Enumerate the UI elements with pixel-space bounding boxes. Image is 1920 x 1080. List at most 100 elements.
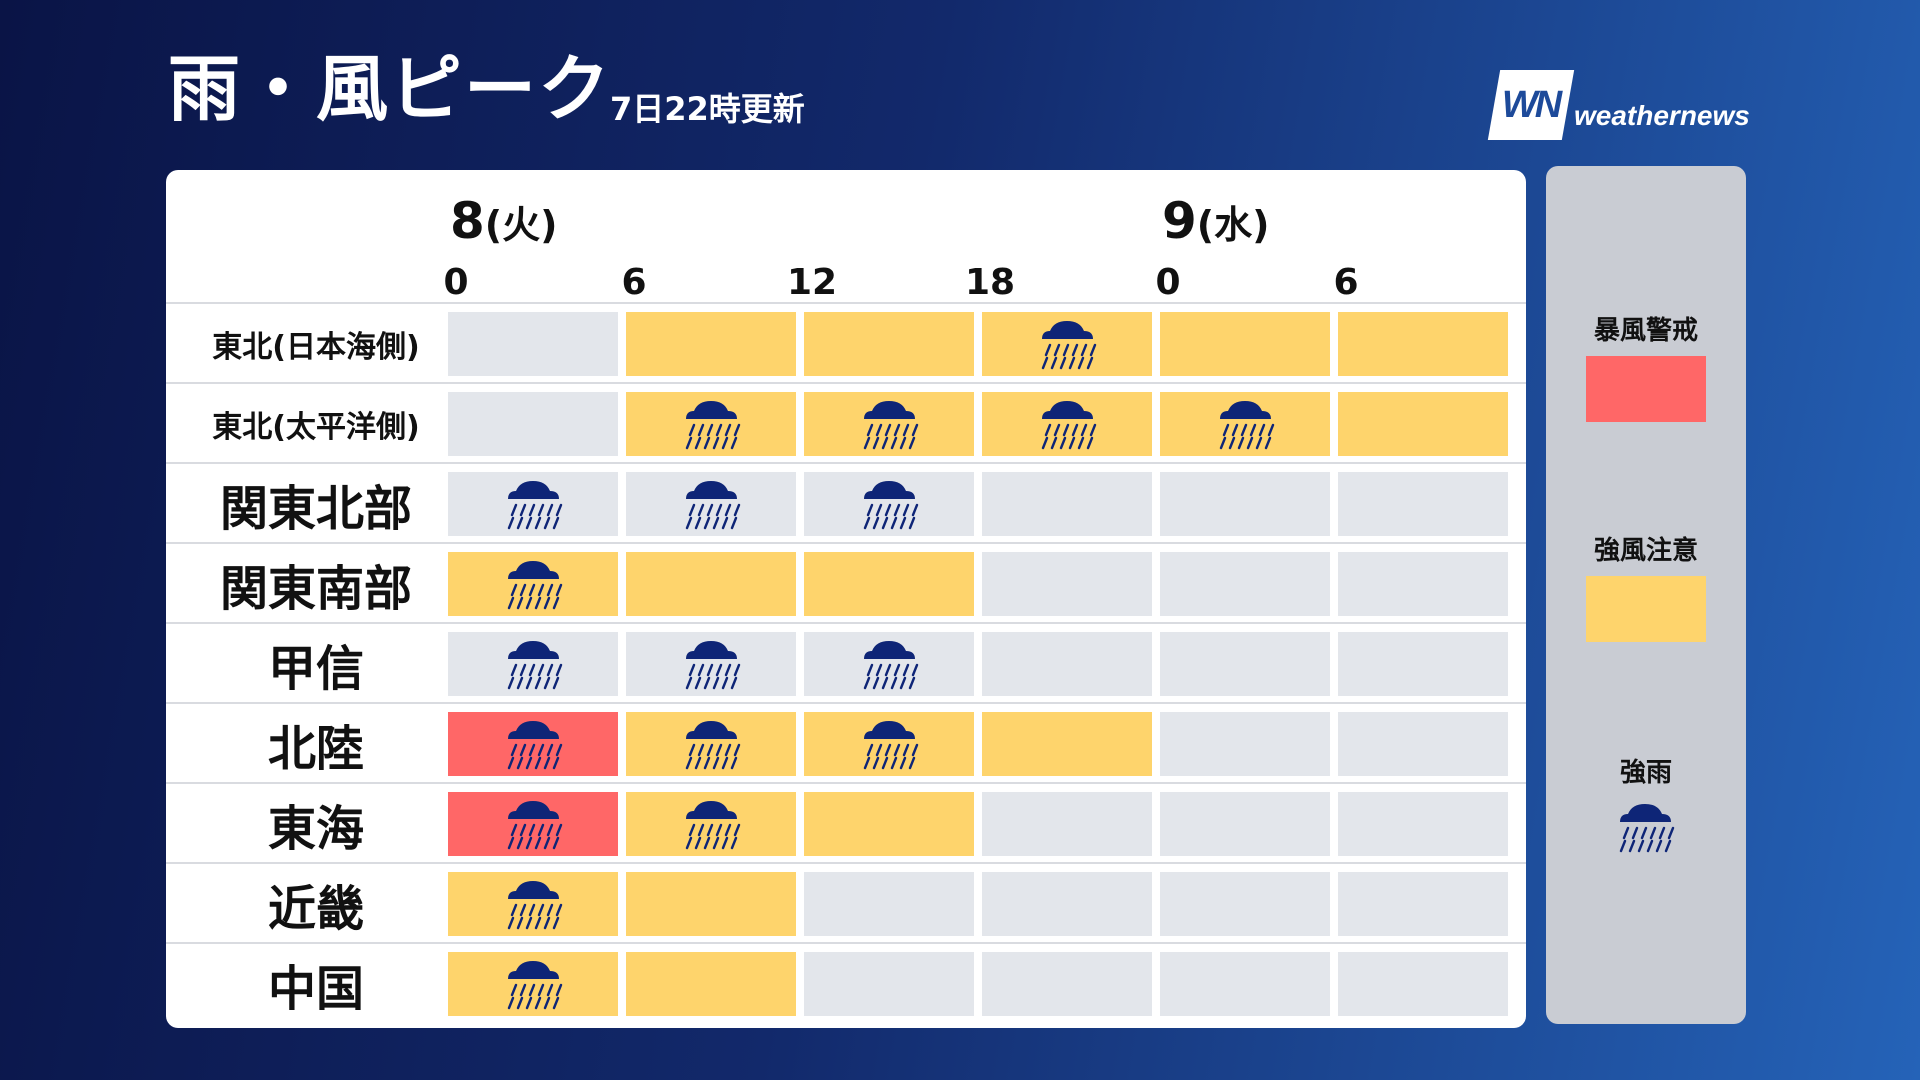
region-row: 東海: [166, 784, 1526, 864]
forecast-cell-none: [1338, 472, 1508, 536]
region-row: 甲信: [166, 624, 1526, 704]
day-1-weekday: (火): [484, 203, 558, 247]
hour-label: 0: [1155, 262, 1181, 303]
heavy-rain-icon: [863, 721, 919, 770]
forecast-cell-none: [804, 872, 974, 936]
forecast-cell-none: [1160, 712, 1330, 776]
forecast-cell-caution: [982, 312, 1152, 376]
forecast-cell-none: [1338, 872, 1508, 936]
legend-panel: 暴風警戒 強風注意 強雨: [1546, 166, 1746, 1024]
heavy-rain-icon: [507, 721, 563, 770]
forecast-cell-caution: [1160, 392, 1330, 456]
region-label: 東北(太平洋側): [212, 410, 420, 445]
heavy-rain-icon: [863, 401, 919, 450]
heavy-rain-icon: [685, 641, 741, 690]
forecast-cell-caution: [626, 792, 796, 856]
row-divider: [166, 622, 1526, 624]
legend-caution-label: 強風注意: [1593, 536, 1698, 566]
forecast-cell-none: [982, 552, 1152, 616]
heavy-rain-icon: [685, 801, 741, 850]
forecast-cell-none: [1160, 632, 1330, 696]
forecast-cell-none: [448, 392, 618, 456]
legend-warning-label: 暴風警戒: [1593, 316, 1698, 346]
forecast-cell-caution: [982, 712, 1152, 776]
region-label: 関東北部: [219, 481, 412, 537]
forecast-cell-caution: [804, 312, 974, 376]
hour-label: 6: [621, 262, 647, 303]
legend-warning-swatch: [1586, 356, 1706, 422]
region-label: 中国: [267, 961, 364, 1017]
weathernews-logo: WN weathernews: [1487, 70, 1750, 146]
forecast-cell-caution: [804, 712, 974, 776]
forecast-cell-caution: [982, 392, 1152, 456]
row-divider: [166, 862, 1526, 864]
heavy-rain-icon: [507, 641, 563, 690]
day-1-number: 8: [450, 192, 485, 250]
forecast-cell-caution: [1338, 312, 1508, 376]
forecast-cell-caution: [626, 392, 796, 456]
region-row: 近畿: [166, 864, 1526, 944]
heavy-rain-icon: [1041, 321, 1097, 370]
heavy-rain-icon: [507, 961, 563, 1010]
day-1-label: 8(火): [450, 192, 558, 250]
day-2-label: 9(水): [1162, 192, 1270, 250]
forecast-cell-none: [1338, 792, 1508, 856]
heavy-rain-icon: [507, 881, 563, 930]
forecast-cell-caution: [804, 792, 974, 856]
row-divider: [166, 542, 1526, 544]
region-label: 北陸: [267, 721, 364, 777]
region-label: 近畿: [267, 881, 364, 937]
forecast-cell-caution: [1160, 312, 1330, 376]
hour-label: 0: [443, 262, 469, 303]
legend-caution-swatch: [1586, 576, 1706, 642]
hour-label: 6: [1333, 262, 1359, 303]
forecast-cell-none: [626, 472, 796, 536]
forecast-cell-caution: [626, 312, 796, 376]
heavy-rain-icon: [1219, 401, 1275, 450]
heavy-rain-icon: [1041, 401, 1097, 450]
forecast-cell-warning: [448, 792, 618, 856]
forecast-cell-none: [982, 472, 1152, 536]
day-2-weekday: (水): [1196, 203, 1270, 247]
forecast-cell-none: [804, 472, 974, 536]
region-row: 関東北部: [166, 464, 1526, 544]
row-divider: [166, 782, 1526, 784]
forecast-cell-none: [448, 472, 618, 536]
region-label: 関東南部: [219, 561, 412, 617]
forecast-cell-caution: [626, 872, 796, 936]
row-divider: [166, 702, 1526, 704]
forecast-cell-caution: [448, 872, 618, 936]
heavy-rain-icon: [507, 561, 563, 610]
logo-mark-text: WN: [1502, 83, 1560, 126]
region-row: 東北(日本海側): [166, 304, 1526, 384]
forecast-panel: 8(火) 9(水) 0 6 12 18 0 6 東北(日本海側) 東北(太平洋側) 関東北部関…: [166, 170, 1526, 1028]
logo-mark: WN: [1487, 70, 1575, 140]
region-row: 中国: [166, 944, 1526, 1024]
forecast-cell-caution: [804, 552, 974, 616]
forecast-cell-none: [1160, 872, 1330, 936]
forecast-cell-none: [982, 632, 1152, 696]
hour-label: 18: [964, 262, 1016, 303]
row-divider: [166, 942, 1526, 944]
page-title: 雨・風ピーク: [168, 47, 613, 131]
forecast-cell-caution: [448, 952, 618, 1016]
heavy-rain-icon: [685, 401, 741, 450]
hour-label: 12: [786, 262, 838, 303]
forecast-cell-none: [448, 312, 618, 376]
heavy-rain-icon: [685, 481, 741, 530]
heavy-rain-icon: [863, 481, 919, 530]
row-divider: [166, 302, 1526, 304]
forecast-cell-caution: [1338, 392, 1508, 456]
forecast-cell-none: [1160, 552, 1330, 616]
forecast-cell-none: [982, 872, 1152, 936]
heavy-rain-icon: [1619, 804, 1675, 853]
forecast-cell-none: [626, 632, 796, 696]
forecast-cell-caution: [626, 712, 796, 776]
heavy-rain-icon: [685, 721, 741, 770]
heavy-rain-icon: [507, 481, 563, 530]
forecast-cell-warning: [448, 712, 618, 776]
region-label: 東北(日本海側): [212, 330, 420, 365]
legend-heavy-rain-icon: [1612, 798, 1678, 856]
region-row: 北陸: [166, 704, 1526, 784]
row-divider: [166, 462, 1526, 464]
